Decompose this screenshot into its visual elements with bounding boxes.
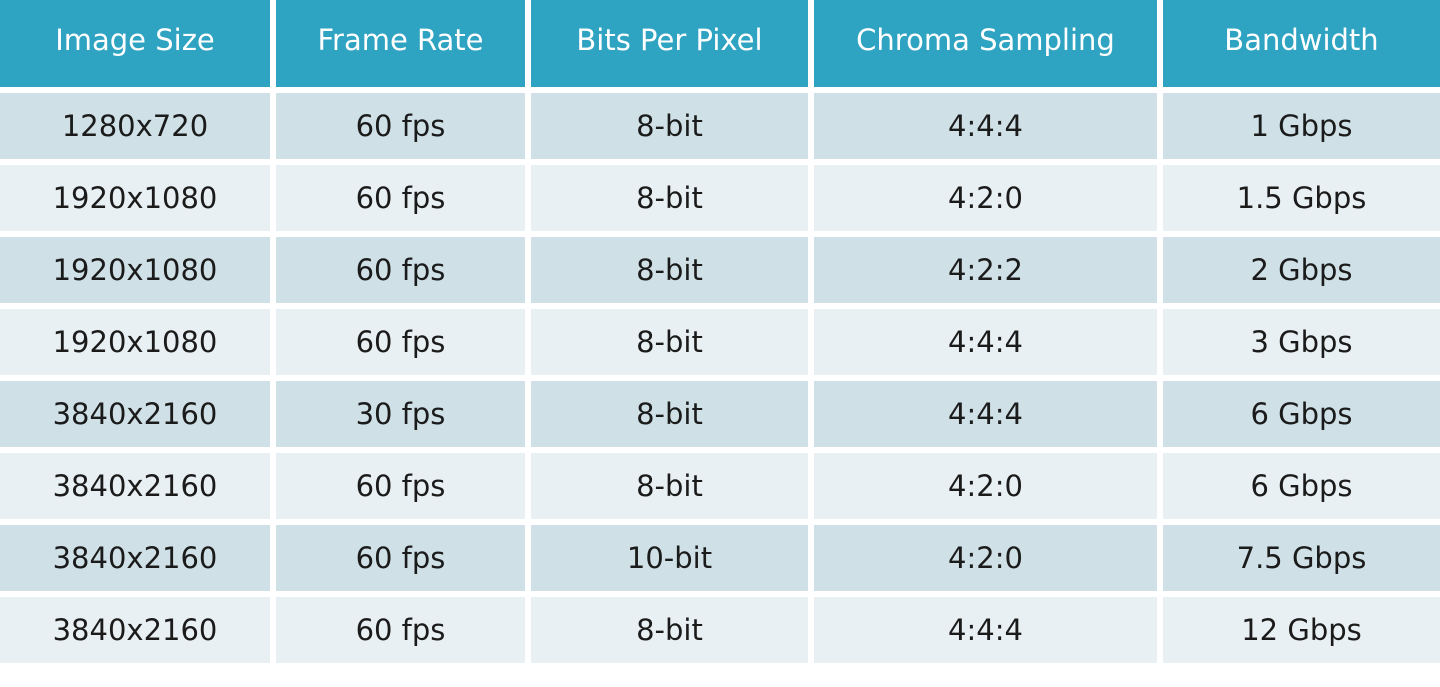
table-cell: 3840x2160 bbox=[0, 381, 270, 447]
header-cell: Bits Per Pixel bbox=[531, 0, 808, 87]
table-cell: 1920x1080 bbox=[0, 165, 270, 231]
table-cell: 4:2:2 bbox=[814, 237, 1157, 303]
table-cell: 60 fps bbox=[276, 237, 525, 303]
table-cell: 8-bit bbox=[531, 381, 808, 447]
table-cell: 3 Gbps bbox=[1163, 309, 1440, 375]
header-cell: Bandwidth bbox=[1163, 0, 1440, 87]
table-cell: 60 fps bbox=[276, 597, 525, 663]
table-cell: 3840x2160 bbox=[0, 525, 270, 591]
table-cell: 60 fps bbox=[276, 309, 525, 375]
table-cell: 1.5 Gbps bbox=[1163, 165, 1440, 231]
table-cell: 4:4:4 bbox=[814, 309, 1157, 375]
table-cell: 4:4:4 bbox=[814, 597, 1157, 663]
table-cell: 8-bit bbox=[531, 453, 808, 519]
table-cell: 60 fps bbox=[276, 165, 525, 231]
table-cell: 8-bit bbox=[531, 93, 808, 159]
table-cell: 12 Gbps bbox=[1163, 597, 1440, 663]
table-cell: 3840x2160 bbox=[0, 597, 270, 663]
table-cell: 1 Gbps bbox=[1163, 93, 1440, 159]
table-cell: 60 fps bbox=[276, 93, 525, 159]
table-cell: 4:2:0 bbox=[814, 453, 1157, 519]
table-cell: 6 Gbps bbox=[1163, 453, 1440, 519]
table-cell: 1920x1080 bbox=[0, 237, 270, 303]
table-cell: 7.5 Gbps bbox=[1163, 525, 1440, 591]
table-cell: 3840x2160 bbox=[0, 453, 270, 519]
table-cell: 1920x1080 bbox=[0, 309, 270, 375]
table-cell: 8-bit bbox=[531, 309, 808, 375]
table-cell: 8-bit bbox=[531, 597, 808, 663]
header-cell: Image Size bbox=[0, 0, 270, 87]
table-cell: 6 Gbps bbox=[1163, 381, 1440, 447]
table-cell: 1280x720 bbox=[0, 93, 270, 159]
table-cell: 10-bit bbox=[531, 525, 808, 591]
table-cell: 8-bit bbox=[531, 237, 808, 303]
table-cell: 2 Gbps bbox=[1163, 237, 1440, 303]
table-cell: 4:4:4 bbox=[814, 93, 1157, 159]
table-cell: 60 fps bbox=[276, 525, 525, 591]
table-cell: 4:4:4 bbox=[814, 381, 1157, 447]
header-cell: Frame Rate bbox=[276, 0, 525, 87]
header-cell: Chroma Sampling bbox=[814, 0, 1157, 87]
data-table: Image Size Frame Rate Bits Per Pixel Chroma… bbox=[0, 0, 1440, 663]
table-cell: 4:2:0 bbox=[814, 165, 1157, 231]
table-cell: 4:2:0 bbox=[814, 525, 1157, 591]
table-cell: 8-bit bbox=[531, 165, 808, 231]
table-cell: 60 fps bbox=[276, 453, 525, 519]
table-cell: 30 fps bbox=[276, 381, 525, 447]
